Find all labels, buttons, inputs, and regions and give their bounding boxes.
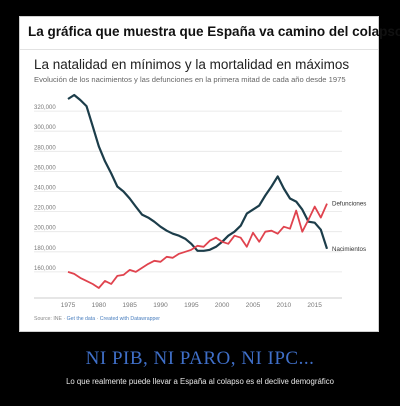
y-tick-label: 180,000 [34,246,56,252]
get-data-link[interactable]: Get the data [66,316,96,322]
y-tick-label: 240,000 [34,186,56,192]
header-title: La gráfica que muestra que España va cam… [28,24,400,39]
y-tick-label: 280,000 [34,145,56,151]
source-prefix: Source: INE · [34,316,67,322]
x-tick-label: 1995 [184,302,199,309]
chart-subtitle: Evolución de los nacimientos y las defun… [34,75,346,84]
chart-title: La natalidad en mínimos y la mortalidad … [34,57,350,72]
x-tick-label: 1985 [122,302,137,309]
y-tick-label: 200,000 [34,226,56,232]
series-label-defunciones: Defunciones [332,201,366,208]
header-strip: La gráfica que muestra que España va cam… [20,17,400,50]
y-tick-label: 260,000 [34,165,56,171]
poster-subcaption: Lo que realmente puede llevar a España a… [66,377,334,386]
y-tick-label: 300,000 [34,125,56,131]
x-tick-label: 1990 [153,302,168,309]
y-tick-label: 160,000 [34,266,56,272]
y-axis-labels: 160,000 180,000 200,000 220,000 240,000 260,0… [34,105,56,272]
x-tick-label: 2000 [215,302,230,309]
x-tick-label: 2005 [246,302,261,309]
grid-layer [34,110,342,299]
x-tick-label: 2010 [277,302,292,309]
series-labels: Defunciones Nacimientos [332,201,366,253]
source-separator: · [95,316,100,322]
series-label-nacimientos: Nacimientos [332,246,366,253]
x-tick-label: 2015 [307,302,322,309]
series-layer [67,93,329,289]
series-line-defunciones [67,203,328,289]
article-card: La gráfica que muestra que España va cam… [19,16,400,332]
x-axis-labels: 1975 1980 1985 1990 1995 2000 2005 2010 2015 [61,302,323,309]
x-tick-label: 1975 [61,302,76,309]
series-line-nacimientos [67,93,329,252]
y-tick-label: 220,000 [34,206,56,212]
x-tick-label: 1980 [92,302,107,309]
line-chart: 160,000 180,000 200,000 220,000 240,000 260,0… [34,93,366,309]
poster-caption: NI PIB, NI PARO, NI IPC... [85,348,315,369]
datawrapper-link[interactable]: Created with Datawrapper [99,316,161,322]
source-line: Source: INE · Get the data · Created wit… [34,316,160,322]
y-tick-label: 320,000 [34,105,56,111]
